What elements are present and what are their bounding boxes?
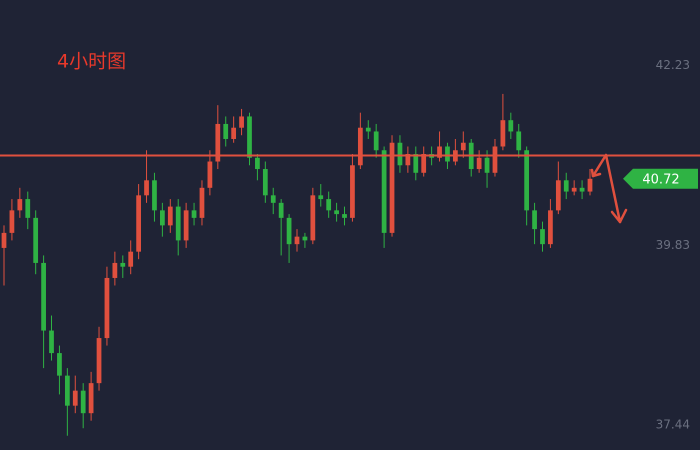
candle-body	[548, 210, 553, 245]
candle-body	[239, 116, 244, 128]
candle-body	[104, 277, 110, 339]
candle-body	[262, 169, 268, 196]
candle-body	[318, 195, 324, 200]
candle-body	[365, 127, 371, 132]
candle-body	[1, 232, 7, 248]
candle-body	[80, 390, 86, 414]
candle-body	[516, 131, 522, 151]
candle-body	[460, 142, 466, 151]
candle-body	[223, 123, 229, 139]
candle-body	[33, 217, 39, 263]
candle-body	[445, 146, 450, 162]
candle-body	[579, 187, 585, 192]
candle-body	[207, 161, 213, 188]
candle-body	[160, 210, 165, 226]
candle-body	[128, 251, 134, 267]
candle-body	[540, 229, 545, 245]
candle-body	[476, 157, 482, 170]
y-tick-label: 42.23	[656, 58, 690, 72]
arrow-head	[610, 208, 628, 224]
candle-body	[357, 127, 363, 166]
candle-body	[175, 206, 181, 241]
candle-body	[96, 338, 102, 384]
candle-body	[389, 142, 395, 233]
y-tick-label: 37.44	[656, 418, 690, 432]
candle-body	[484, 157, 490, 173]
candle-body	[405, 154, 411, 166]
candle-body	[72, 390, 78, 406]
chart-title: 4小时图	[57, 51, 126, 73]
candle-body	[49, 330, 54, 354]
arrow-path	[591, 153, 622, 224]
candle-body	[191, 210, 197, 218]
candle-body	[532, 210, 537, 230]
candle-body	[492, 146, 498, 173]
candle-body	[587, 178, 593, 192]
candle-body	[41, 262, 46, 331]
y-tick-label: 39.83	[656, 238, 690, 252]
plot-area	[0, 93, 700, 436]
candle-body	[373, 131, 379, 151]
candle-body	[152, 180, 157, 211]
candle-body	[17, 199, 23, 211]
candle-body	[215, 123, 221, 162]
candle-body	[25, 199, 31, 218]
candle-body	[247, 116, 252, 158]
candle-body	[136, 195, 141, 252]
candle-body	[286, 217, 292, 245]
arrow-head	[590, 168, 602, 178]
candle-body	[167, 206, 173, 226]
candle-body	[563, 180, 569, 192]
candle-body	[500, 120, 506, 147]
candle-body	[342, 214, 347, 218]
candle-body	[381, 150, 387, 233]
annotation-arrows	[590, 153, 628, 224]
price-tag	[623, 168, 698, 189]
candle-body	[326, 199, 332, 211]
candle-body	[278, 202, 284, 218]
candle-body	[421, 154, 427, 173]
candle-body	[294, 236, 300, 245]
candle-body	[413, 154, 419, 173]
candle-body	[397, 142, 403, 166]
candle-body	[524, 150, 530, 211]
candle-body	[555, 180, 561, 211]
candle-body	[334, 210, 339, 215]
candle-body	[302, 236, 308, 241]
candle-body	[144, 180, 149, 196]
candle-body	[270, 195, 276, 203]
candle-body	[231, 127, 237, 139]
candle-body	[255, 157, 260, 170]
candle-body	[508, 120, 514, 132]
candle-body	[437, 146, 442, 158]
price-tag-label: 40.72	[642, 172, 679, 187]
candle-body	[199, 187, 205, 218]
candle-body	[571, 187, 577, 192]
candle-body	[120, 262, 126, 267]
candle-body	[112, 262, 118, 278]
candle-body	[310, 195, 316, 241]
candle-body	[57, 353, 62, 376]
candle-body	[88, 383, 94, 414]
candle-body	[350, 165, 355, 218]
candle-body	[183, 210, 189, 241]
candle-body	[64, 375, 70, 406]
candle-body	[9, 210, 15, 233]
